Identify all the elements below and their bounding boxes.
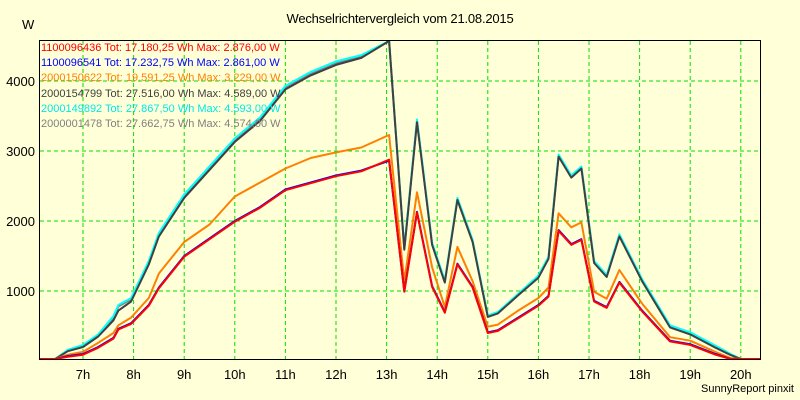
x-tick-label: 12h — [325, 367, 347, 382]
legend-item: 2000149892 Tot: 27.867,50 Wh Max: 4.593,… — [41, 102, 281, 115]
series-line-2000150622 — [40, 134, 760, 360]
grid-lines — [40, 41, 760, 359]
y-axis-unit: W — [22, 17, 35, 32]
legend-item: 2000001478 Tot: 27.662,75 Wh Max: 4.574,… — [41, 118, 281, 131]
legend: 1100096436 Tot: 17.180,25 Wh Max: 2.876,… — [41, 41, 281, 132]
x-tick-label: 18h — [629, 367, 651, 382]
legend-item: 1100096541 Tot: 17.232,75 Wh Max: 2.861,… — [41, 57, 280, 70]
plot-frame — [39, 40, 761, 360]
y-tick-label: 2000 — [6, 214, 35, 229]
series-line-1100096436 — [40, 158, 760, 360]
y-tick-label: 3000 — [6, 144, 35, 159]
x-tick-label: 20h — [730, 367, 752, 382]
y-tick-label: 1000 — [6, 284, 35, 299]
x-tick-label: 14h — [426, 367, 448, 382]
x-tick-label: 13h — [376, 367, 398, 382]
chart-title: Wechselrichtervergleich vom 21.08.2015 — [286, 11, 514, 26]
x-tick-label: 19h — [679, 367, 701, 382]
axis-ticks: 7h 8h 9h 10h 11h 12h 13h 14h 15h 16h 17h 18h 19h 20h 1… — [6, 74, 752, 382]
x-tick-label: 11h — [275, 367, 296, 382]
series-line-2000154799 — [40, 40, 760, 360]
data-series — [40, 40, 760, 360]
x-tick-label: 15h — [477, 367, 499, 382]
legend-item: 2000150622 Tot: 19.591,25 Wh Max: 3.229,… — [41, 72, 281, 85]
x-tick-label: 8h — [126, 367, 140, 382]
x-tick-label: 16h — [528, 367, 550, 382]
x-tick-label: 10h — [224, 367, 246, 382]
x-tick-label: 9h — [177, 367, 191, 382]
legend-item: 2000154799 Tot: 27.516,00 Wh Max: 4.589,… — [41, 87, 281, 100]
x-tick-label: 7h — [76, 367, 90, 382]
footer-credit: SunnyReport pinxit — [701, 383, 794, 395]
y-tick-label: 4000 — [6, 74, 35, 89]
legend-item: 1100096436 Tot: 17.180,25 Wh Max: 2.876,… — [41, 42, 280, 54]
x-tick-label: 17h — [578, 367, 600, 382]
